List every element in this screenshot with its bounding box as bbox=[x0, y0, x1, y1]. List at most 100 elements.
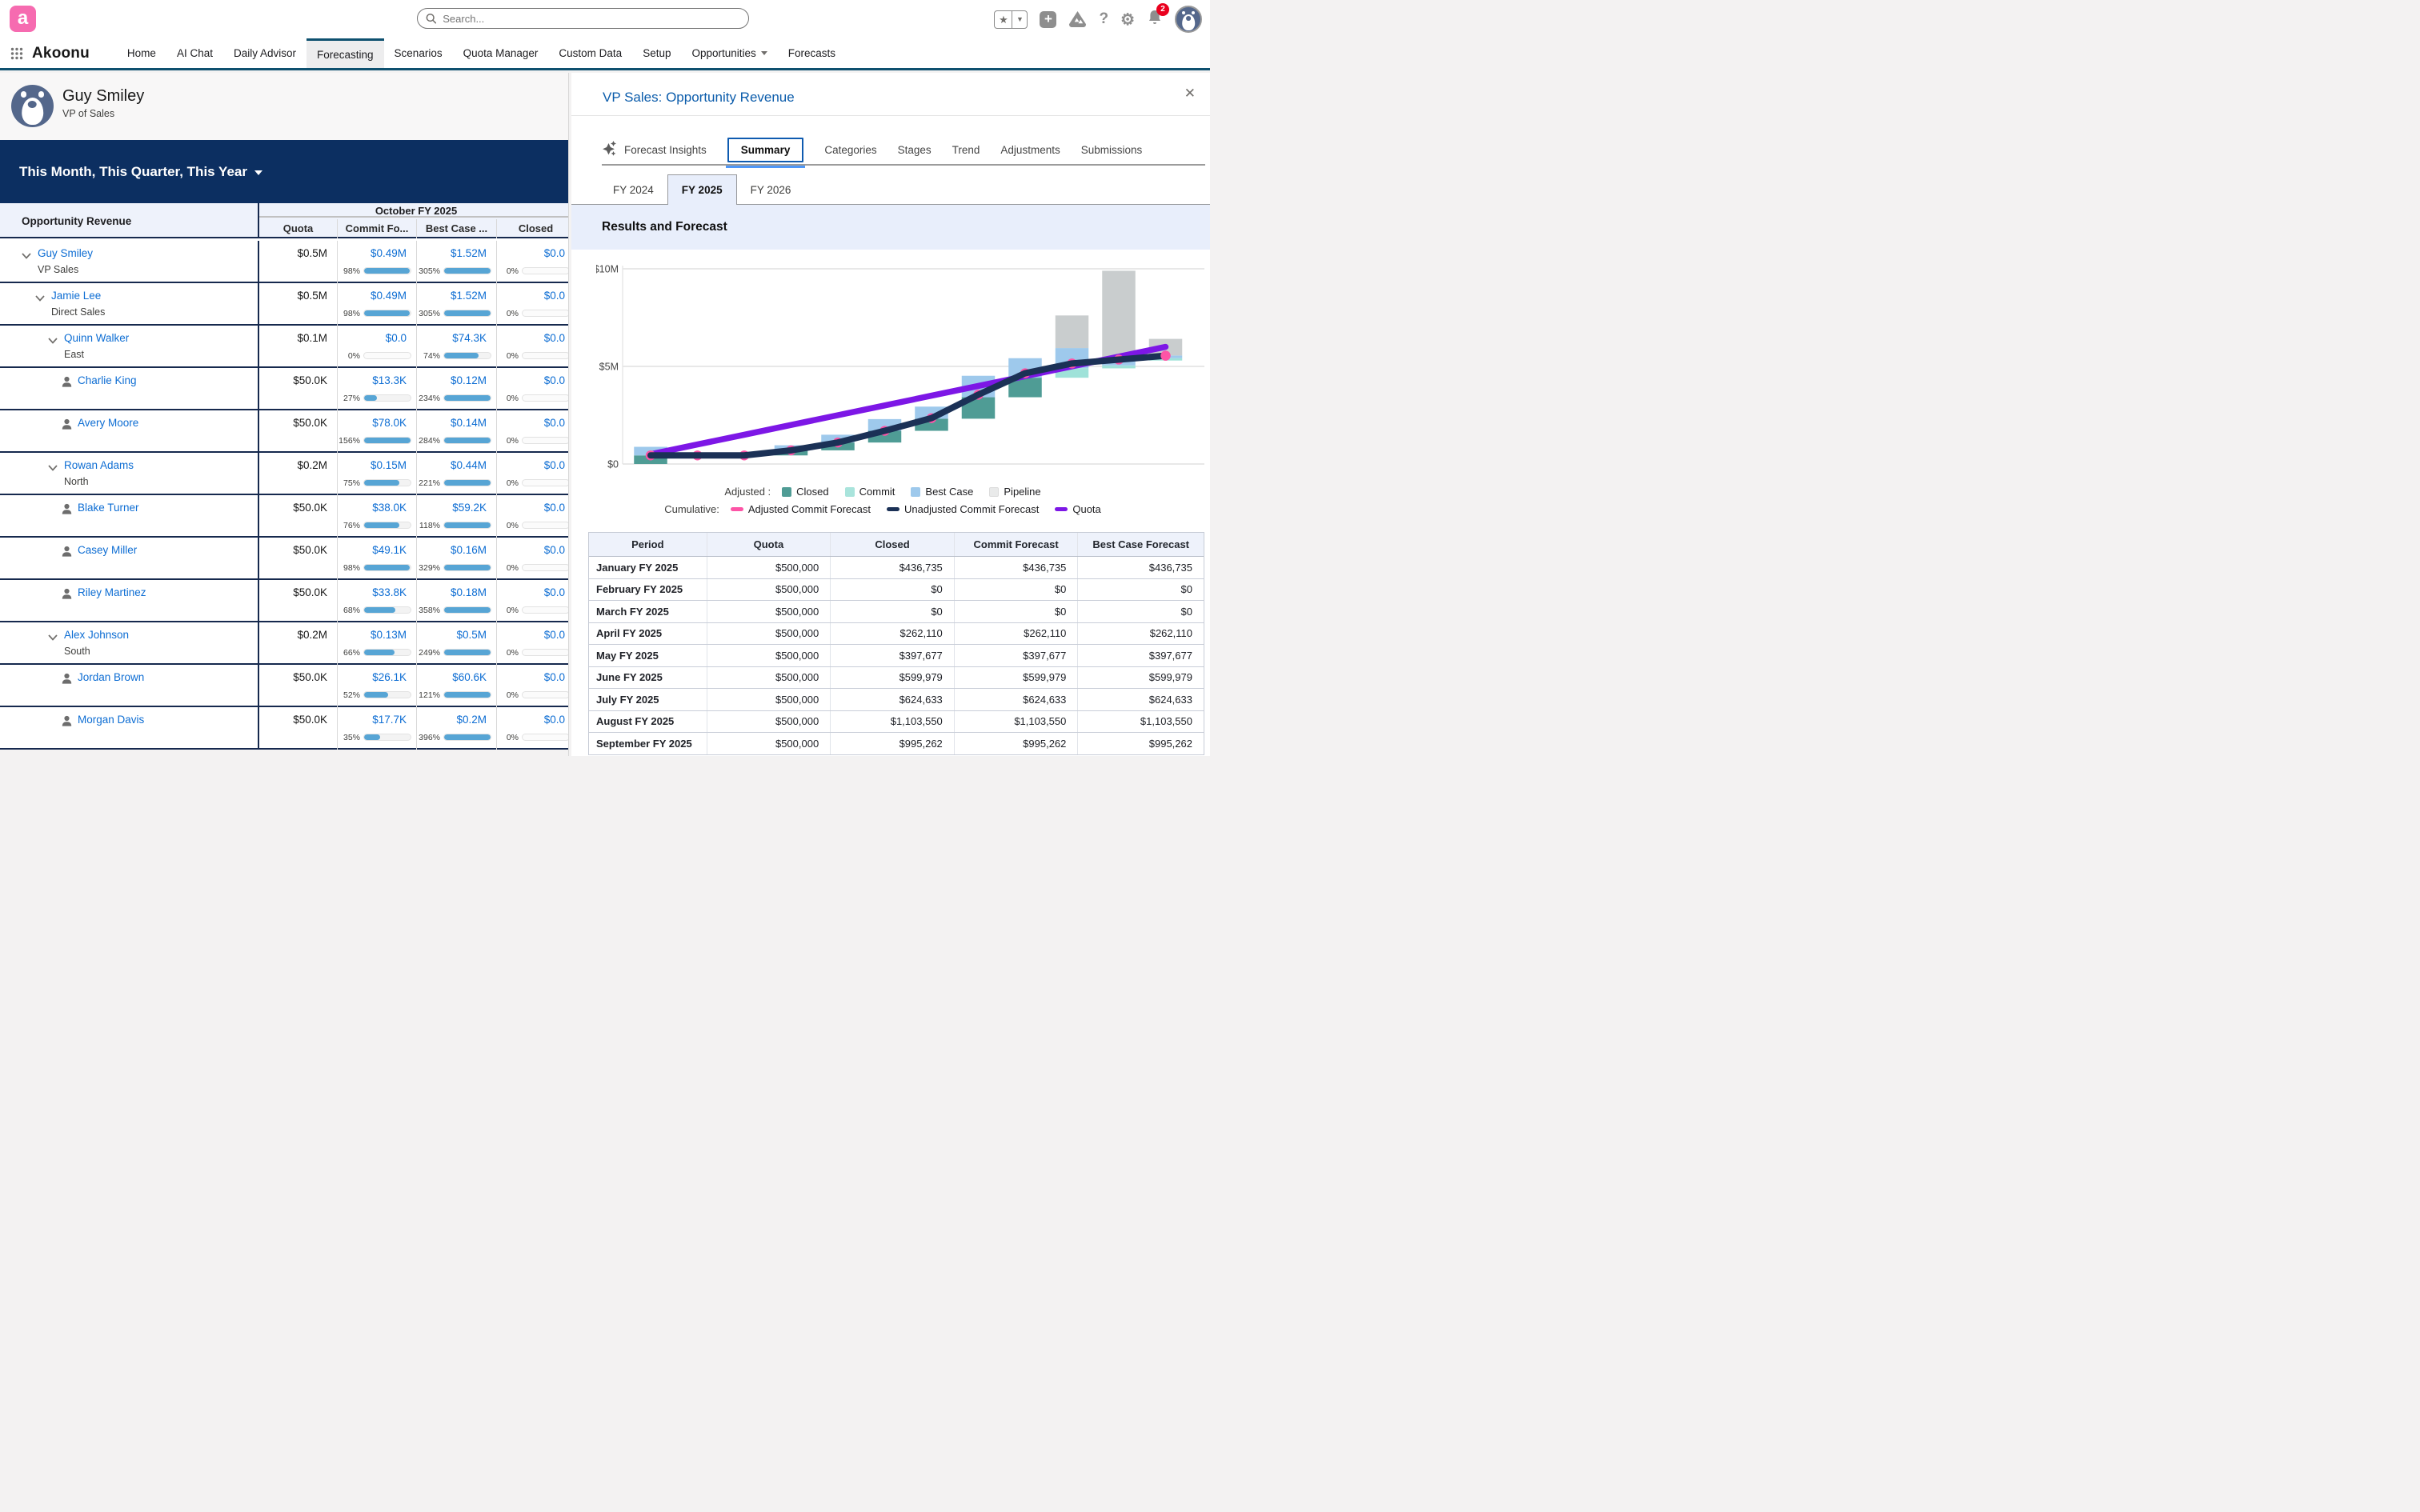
row-name-link[interactable]: Riley Martinez bbox=[78, 586, 146, 598]
closed-cell-value[interactable]: $0.0 bbox=[543, 246, 565, 259]
commit-forecast-cell-value[interactable]: $0.0 bbox=[385, 331, 407, 344]
nav-item-daily-advisor[interactable]: Daily Advisor bbox=[223, 38, 307, 68]
akoonu-logo-icon[interactable]: a bbox=[10, 6, 36, 32]
row-name-link[interactable]: Morgan Davis bbox=[78, 713, 145, 726]
bar-segment-pipeline[interactable] bbox=[1055, 315, 1089, 349]
panel-tab-stages[interactable]: Stages bbox=[898, 144, 932, 156]
fy-tab-fy-2024[interactable]: FY 2024 bbox=[613, 184, 654, 196]
best-case-cell-value[interactable]: $0.18M bbox=[450, 586, 487, 598]
bar-segment-pipeline[interactable] bbox=[1102, 270, 1136, 361]
panel-tab-forecast-insights[interactable]: Forecast Insights bbox=[602, 140, 707, 160]
trailhead-icon[interactable] bbox=[1068, 10, 1087, 28]
nav-item-forecasting[interactable]: Forecasting bbox=[307, 38, 384, 68]
closed-cell-value[interactable]: $0.0 bbox=[543, 628, 565, 641]
row-name-link[interactable]: Casey Miller bbox=[78, 543, 138, 556]
setup-gear-icon[interactable]: ⚙ bbox=[1120, 10, 1135, 29]
global-search[interactable] bbox=[417, 8, 749, 29]
nav-item-setup[interactable]: Setup bbox=[632, 38, 681, 68]
commit-forecast-cell-value[interactable]: $0.49M bbox=[370, 289, 407, 302]
period-selector-banner[interactable]: This Month, This Quarter, This Year bbox=[0, 140, 568, 203]
best-case-cell-value[interactable]: $0.5M bbox=[456, 628, 487, 641]
summary-column-header-quota[interactable]: Quota bbox=[707, 533, 831, 556]
summary-column-header-commit-forecast[interactable]: Commit Forecast bbox=[955, 533, 1079, 556]
panel-title-link[interactable]: VP Sales: Opportunity Revenue bbox=[603, 90, 795, 105]
fy-tab-fy-2026[interactable]: FY 2026 bbox=[750, 184, 791, 196]
best-case-cell-value[interactable]: $60.6K bbox=[452, 670, 487, 683]
commit-forecast-cell-value[interactable]: $33.8K bbox=[372, 586, 407, 598]
chevron-down-icon[interactable] bbox=[48, 334, 58, 348]
chevron-down-icon[interactable] bbox=[48, 461, 58, 475]
commit-forecast-cell-value[interactable]: $0.49M bbox=[370, 246, 407, 259]
commit-forecast-cell-value[interactable]: $78.0K bbox=[372, 416, 407, 429]
fy-tab-fy-2025[interactable]: FY 2025 bbox=[667, 174, 737, 205]
chevron-down-icon[interactable] bbox=[48, 630, 58, 645]
commit-forecast-cell-value[interactable]: $49.1K bbox=[372, 543, 407, 556]
row-name-link[interactable]: Rowan Adams bbox=[64, 458, 134, 471]
notifications-button[interactable]: 2 bbox=[1147, 3, 1169, 30]
column-header-closed[interactable]: Closed bbox=[496, 219, 568, 238]
column-header-commit-forecast[interactable]: Commit Fo... bbox=[337, 219, 416, 238]
best-case-cell-value[interactable]: $1.52M bbox=[450, 246, 487, 259]
close-icon[interactable]: ✕ bbox=[1184, 86, 1196, 101]
nav-item-custom-data[interactable]: Custom Data bbox=[548, 38, 632, 68]
closed-cell-value[interactable]: $0.0 bbox=[543, 331, 565, 344]
row-name-link[interactable]: Blake Turner bbox=[78, 501, 139, 514]
best-case-cell-value[interactable]: $74.3K bbox=[452, 331, 487, 344]
column-header-quota[interactable]: Quota bbox=[258, 219, 337, 238]
closed-cell-value[interactable]: $0.0 bbox=[543, 416, 565, 429]
add-button[interactable]: + bbox=[1040, 10, 1057, 28]
closed-cell-value[interactable]: $0.0 bbox=[543, 289, 565, 302]
row-name-link[interactable]: Guy Smiley bbox=[38, 246, 94, 259]
panel-tab-submissions[interactable]: Submissions bbox=[1081, 144, 1143, 156]
adjusted-commit-point[interactable] bbox=[1160, 350, 1171, 361]
best-case-cell-value[interactable]: $0.14M bbox=[450, 416, 487, 429]
row-name-link[interactable]: Quinn Walker bbox=[64, 331, 130, 344]
closed-cell-value[interactable]: $0.0 bbox=[543, 501, 565, 514]
bar-segment-commit[interactable] bbox=[1055, 368, 1089, 378]
nav-item-ai-chat[interactable]: AI Chat bbox=[166, 38, 223, 68]
panel-tab-summary[interactable]: Summary bbox=[725, 137, 806, 168]
commit-forecast-cell-value[interactable]: $0.15M bbox=[370, 458, 407, 471]
closed-cell-value[interactable]: $0.0 bbox=[543, 586, 565, 598]
nav-item-forecasts[interactable]: Forecasts bbox=[778, 38, 846, 68]
nav-item-home[interactable]: Home bbox=[117, 38, 166, 68]
help-icon[interactable]: ? bbox=[1099, 10, 1109, 27]
commit-forecast-cell-value[interactable]: $13.3K bbox=[372, 374, 407, 386]
row-name-link[interactable]: Jordan Brown bbox=[78, 670, 145, 683]
closed-cell-value[interactable]: $0.0 bbox=[543, 458, 565, 471]
best-case-cell-value[interactable]: $0.12M bbox=[450, 374, 487, 386]
user-avatar[interactable] bbox=[1175, 6, 1202, 33]
nav-item-scenarios[interactable]: Scenarios bbox=[384, 38, 453, 68]
nav-item-opportunities[interactable]: Opportunities bbox=[681, 38, 777, 68]
panel-tab-categories[interactable]: Categories bbox=[824, 144, 876, 156]
summary-column-header-period[interactable]: Period bbox=[589, 533, 707, 556]
panel-tab-adjustments[interactable]: Adjustments bbox=[1000, 144, 1060, 156]
best-case-cell-value[interactable]: $59.2K bbox=[452, 501, 487, 514]
column-header-best-case[interactable]: Best Case ... bbox=[416, 219, 496, 238]
commit-forecast-cell-value[interactable]: $26.1K bbox=[372, 670, 407, 683]
chevron-down-icon[interactable] bbox=[22, 249, 31, 263]
closed-cell-value[interactable]: $0.0 bbox=[543, 670, 565, 683]
commit-forecast-cell-value[interactable]: $0.13M bbox=[370, 628, 407, 641]
best-case-cell-value[interactable]: $0.44M bbox=[450, 458, 487, 471]
closed-cell-value[interactable]: $0.0 bbox=[543, 374, 565, 386]
best-case-cell-value[interactable]: $1.52M bbox=[450, 289, 487, 302]
nav-item-quota-manager[interactable]: Quota Manager bbox=[453, 38, 549, 68]
chevron-down-icon[interactable] bbox=[35, 291, 45, 306]
row-name-link[interactable]: Alex Johnson bbox=[64, 628, 130, 641]
row-name-link[interactable]: Charlie King bbox=[78, 374, 137, 386]
commit-forecast-cell-value[interactable]: $17.7K bbox=[372, 713, 407, 726]
best-case-cell-value[interactable]: $0.16M bbox=[450, 543, 487, 556]
bar-segment-commit[interactable] bbox=[1102, 365, 1136, 369]
summary-column-header-closed[interactable]: Closed bbox=[831, 533, 955, 556]
search-input[interactable] bbox=[443, 12, 740, 25]
row-name-link[interactable]: Jamie Lee bbox=[51, 289, 102, 302]
app-launcher-waffle-icon[interactable] bbox=[10, 47, 23, 60]
commit-forecast-cell-value[interactable]: $38.0K bbox=[372, 501, 407, 514]
panel-tab-trend[interactable]: Trend bbox=[952, 144, 980, 156]
best-case-cell-value[interactable]: $0.2M bbox=[456, 713, 487, 726]
summary-column-header-best-case-forecast[interactable]: Best Case Forecast bbox=[1092, 538, 1190, 550]
row-name-link[interactable]: Avery Moore bbox=[78, 416, 139, 429]
favorites-button[interactable]: ★ ▼ bbox=[994, 10, 1028, 29]
closed-cell-value[interactable]: $0.0 bbox=[543, 543, 565, 556]
